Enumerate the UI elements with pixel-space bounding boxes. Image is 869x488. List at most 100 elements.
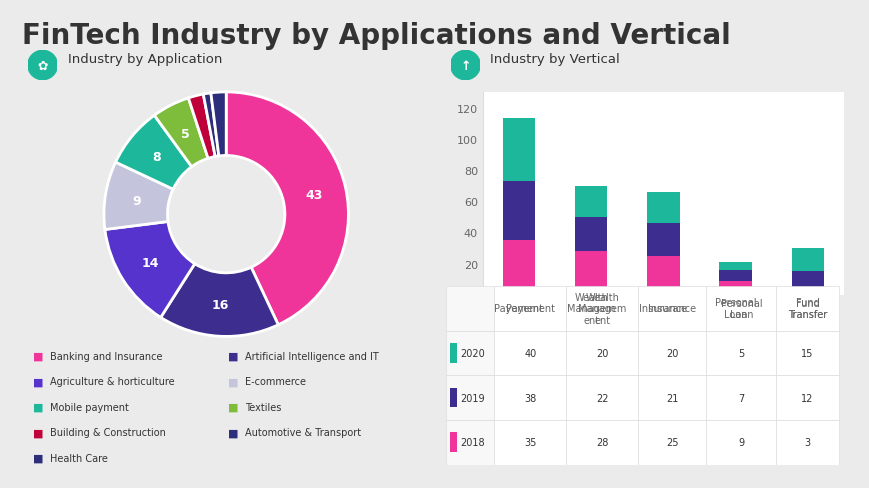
Text: ■: ■ <box>228 427 238 437</box>
Bar <box>719 281 751 295</box>
Wedge shape <box>203 94 219 157</box>
FancyBboxPatch shape <box>638 331 706 376</box>
Text: ↑: ↑ <box>460 60 470 72</box>
Wedge shape <box>161 264 278 337</box>
FancyBboxPatch shape <box>706 420 776 465</box>
FancyBboxPatch shape <box>446 286 494 331</box>
Bar <box>574 186 607 217</box>
Text: ■: ■ <box>228 351 238 361</box>
Circle shape <box>450 51 480 81</box>
FancyBboxPatch shape <box>494 376 566 420</box>
FancyBboxPatch shape <box>446 331 494 376</box>
Text: 25: 25 <box>666 437 678 447</box>
Text: Insurance: Insurance <box>639 304 687 314</box>
Text: Insurance: Insurance <box>647 304 696 314</box>
Text: Banking and Insurance: Banking and Insurance <box>50 351 163 361</box>
Text: ■: ■ <box>33 351 43 361</box>
Text: 35: 35 <box>523 437 536 447</box>
Text: 15: 15 <box>800 348 813 358</box>
FancyBboxPatch shape <box>638 286 706 331</box>
Text: Building & Construction: Building & Construction <box>50 427 166 437</box>
FancyBboxPatch shape <box>706 286 776 331</box>
Text: Payement: Payement <box>505 304 554 314</box>
Bar <box>574 252 607 295</box>
FancyBboxPatch shape <box>566 376 638 420</box>
FancyBboxPatch shape <box>446 376 494 420</box>
Text: Personal
Loan: Personal Loan <box>714 298 755 320</box>
FancyBboxPatch shape <box>776 420 838 465</box>
FancyBboxPatch shape <box>776 331 838 376</box>
Wedge shape <box>189 95 215 159</box>
Wedge shape <box>105 222 195 318</box>
FancyBboxPatch shape <box>638 376 706 420</box>
FancyBboxPatch shape <box>449 344 456 363</box>
Text: 20: 20 <box>666 348 678 358</box>
Text: Payement: Payement <box>494 304 543 314</box>
Text: Wealth
Managem
ent: Wealth Managem ent <box>578 292 626 325</box>
Text: Mobile payment: Mobile payment <box>50 402 129 412</box>
Text: 5: 5 <box>738 348 744 358</box>
Bar <box>647 256 679 295</box>
FancyBboxPatch shape <box>449 432 456 452</box>
Bar <box>791 290 823 295</box>
Bar <box>719 270 751 281</box>
FancyBboxPatch shape <box>638 420 706 465</box>
Text: 8: 8 <box>152 151 161 163</box>
Circle shape <box>28 51 57 81</box>
Wedge shape <box>226 93 348 325</box>
Text: 21: 21 <box>666 393 678 403</box>
Text: 43: 43 <box>305 188 322 202</box>
Bar <box>791 272 823 290</box>
Text: 14: 14 <box>141 257 158 269</box>
Text: E-commerce: E-commerce <box>245 377 306 386</box>
Text: 7: 7 <box>738 393 744 403</box>
Text: 9: 9 <box>738 437 744 447</box>
Text: ■: ■ <box>228 377 238 386</box>
Text: 2020: 2020 <box>460 348 484 358</box>
Text: Industry by Application: Industry by Application <box>68 53 222 66</box>
Text: FinTech Industry by Applications and Vertical: FinTech Industry by Applications and Ver… <box>22 22 730 50</box>
Text: Wealth
Managem
ent: Wealth Managem ent <box>567 292 614 325</box>
Text: Textiles: Textiles <box>245 402 282 412</box>
Text: 22: 22 <box>595 393 608 403</box>
Text: 40: 40 <box>524 348 536 358</box>
Bar <box>574 217 607 252</box>
FancyBboxPatch shape <box>494 331 566 376</box>
Text: 28: 28 <box>595 437 608 447</box>
FancyBboxPatch shape <box>494 286 566 331</box>
Wedge shape <box>210 93 226 157</box>
Text: Artificial Intelligence and IT: Artificial Intelligence and IT <box>245 351 379 361</box>
Bar <box>502 119 534 182</box>
Bar <box>647 224 679 256</box>
Text: 3: 3 <box>804 437 810 447</box>
Text: Health Care: Health Care <box>50 453 109 463</box>
FancyBboxPatch shape <box>494 420 566 465</box>
Text: 38: 38 <box>524 393 536 403</box>
Text: 16: 16 <box>211 298 229 311</box>
Text: ■: ■ <box>33 402 43 412</box>
Text: ■: ■ <box>228 402 238 412</box>
Wedge shape <box>116 116 191 190</box>
FancyBboxPatch shape <box>706 331 776 376</box>
Text: 9: 9 <box>132 194 141 207</box>
Text: ■: ■ <box>33 377 43 386</box>
FancyBboxPatch shape <box>776 376 838 420</box>
Bar <box>791 248 823 272</box>
Text: 2019: 2019 <box>460 393 484 403</box>
FancyBboxPatch shape <box>449 388 456 407</box>
Text: ■: ■ <box>33 427 43 437</box>
Bar <box>502 241 534 295</box>
FancyBboxPatch shape <box>776 286 838 331</box>
Text: 5: 5 <box>181 128 189 141</box>
FancyBboxPatch shape <box>566 420 638 465</box>
Text: ✿: ✿ <box>37 60 48 72</box>
Text: Agriculture & horticulture: Agriculture & horticulture <box>50 377 175 386</box>
Text: Fund
Transfer: Fund Transfer <box>787 298 826 320</box>
Text: 12: 12 <box>800 393 813 403</box>
Text: ■: ■ <box>33 453 43 463</box>
Wedge shape <box>103 163 173 230</box>
FancyBboxPatch shape <box>566 286 638 331</box>
FancyBboxPatch shape <box>706 376 776 420</box>
FancyBboxPatch shape <box>446 420 494 465</box>
FancyBboxPatch shape <box>566 331 638 376</box>
